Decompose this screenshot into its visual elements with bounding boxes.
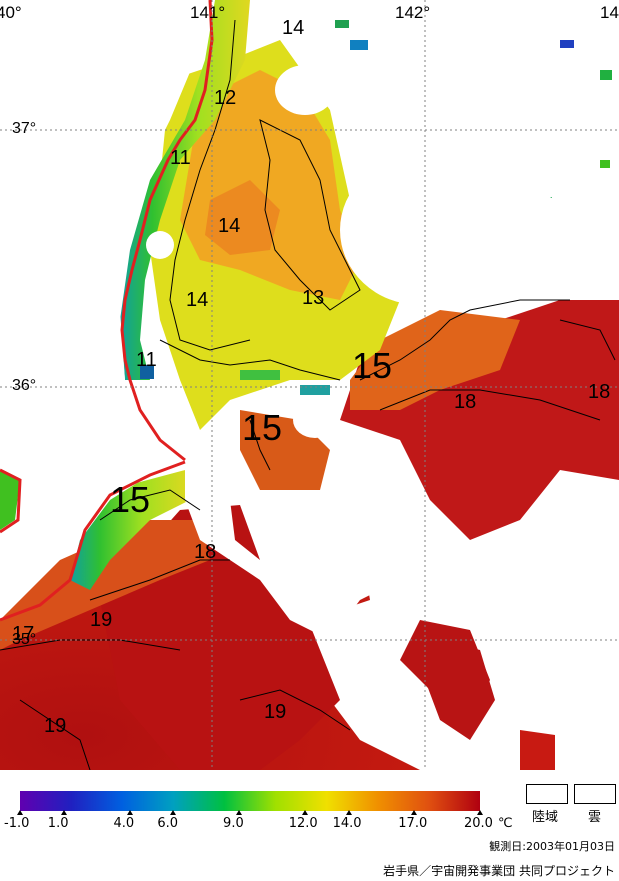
warm-patch-far-south <box>520 730 555 770</box>
scale-tick-mark <box>301 810 308 815</box>
temperature-color-scale <box>20 791 480 811</box>
warm-patch-far-southeast <box>425 640 495 740</box>
orange-core-north <box>205 180 280 255</box>
scale-tick-label: 20.0 <box>464 816 493 831</box>
cloud-key-swatch <box>574 784 616 804</box>
scale-tick-mark <box>60 810 67 815</box>
lon-label-140: 40° <box>0 3 22 22</box>
cloud-key-label: 雲 <box>588 810 602 825</box>
scale-tick-mark <box>345 810 352 815</box>
coastline-west-islet <box>0 468 22 534</box>
credit-line: 岩手県／宇宙開発事業団 共同プロジェクト <box>383 864 615 878</box>
lon-label-143: 14 <box>600 3 619 22</box>
scale-tick-mark <box>17 810 23 815</box>
scale-tick-mark <box>477 810 483 815</box>
cold-inshore-band-south <box>70 470 190 590</box>
contour-label: 14 <box>282 17 304 39</box>
graticule <box>0 0 619 770</box>
coastline-north <box>120 0 214 462</box>
lat-label-36: 36° <box>12 377 36 394</box>
contour-label: 19 <box>90 609 112 631</box>
coastline-south <box>0 460 186 622</box>
contour-label: 14 <box>186 289 208 311</box>
scale-tick-label: 9.0 <box>223 816 244 831</box>
isotherm-contours <box>0 19 616 770</box>
scale-tick-label: -1.0 <box>4 816 30 831</box>
contour-label: 17 <box>12 623 34 645</box>
cold-inshore-band-north <box>120 0 250 380</box>
contour-label: 15 <box>352 345 392 386</box>
scale-tick-label: 6.0 <box>157 816 179 831</box>
contour-label: 18 <box>194 541 216 563</box>
scale-tick-label: 17.0 <box>398 816 428 831</box>
contour-label: 18 <box>454 391 476 413</box>
cold-water-west-inlet <box>0 470 20 530</box>
land-key-label: 陸域 <box>532 810 559 825</box>
scale-tick-label: 1.0 <box>47 816 69 831</box>
contour-label: 19 <box>44 715 66 737</box>
contour-label: 14 <box>218 215 240 237</box>
contour-label: 12 <box>214 87 236 109</box>
contour-labels: 14 12 11 14 14 13 11 15 15 18 18 15 18 1… <box>12 17 610 737</box>
contour-label: 13 <box>302 287 324 309</box>
scale-tick-mark <box>170 810 177 815</box>
orange-band-south <box>0 520 210 650</box>
lat-label-37: 37° <box>12 120 36 137</box>
contour-label: 15 <box>242 407 282 448</box>
orange-water-east <box>350 310 520 410</box>
scale-tick-mark <box>411 810 418 815</box>
contour-label: 18 <box>588 381 610 403</box>
lat-label-35: 35° <box>12 631 36 648</box>
contour-label: 15 <box>110 479 150 520</box>
cloud-mask <box>0 0 619 770</box>
contour-label: 11 <box>170 147 191 169</box>
land-key-swatch <box>526 784 568 804</box>
contour-label: 19 <box>264 701 286 723</box>
scale-tick-label: 12.0 <box>288 816 318 831</box>
sea-surface-temperature-map: 40° 141° 142° 14 37° 36° 35° 14 12 11 14… <box>0 0 619 770</box>
observation-date: 観測日:2003年01月03日 <box>489 840 615 853</box>
lon-label-141: 141° <box>190 3 225 22</box>
temperature-unit: ℃ <box>498 816 513 831</box>
scale-tick-label: 4.0 <box>113 816 135 831</box>
scale-tick-label: 14.0 <box>332 816 362 831</box>
scale-tick-mark <box>236 810 243 815</box>
lon-label-142: 142° <box>395 3 430 22</box>
contour-label: 11 <box>136 349 157 371</box>
scale-tick-mark <box>126 810 133 815</box>
